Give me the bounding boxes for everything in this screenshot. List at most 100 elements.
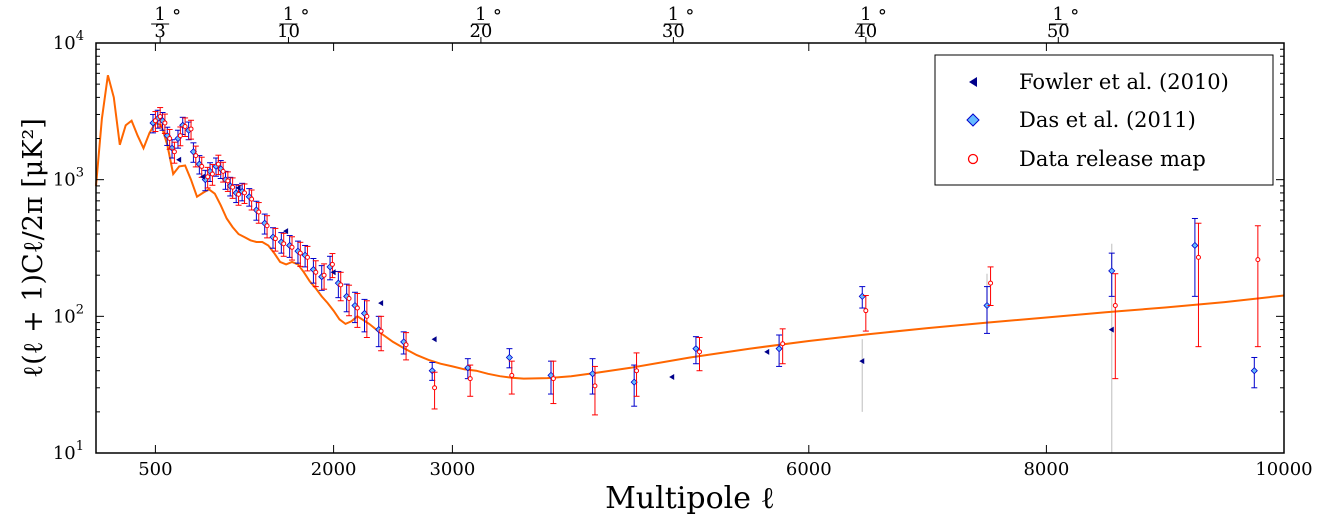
y-tick-base: 10 — [53, 443, 76, 464]
release-point — [182, 123, 188, 129]
legend-box — [934, 54, 1274, 186]
release-point — [281, 241, 287, 247]
fowler-point — [764, 348, 770, 355]
release-point — [634, 368, 640, 374]
y-tick-label: 102 — [53, 302, 84, 327]
release-point — [338, 282, 344, 288]
legend-diamond-marker — [966, 113, 980, 127]
x-tick-label: 8000 — [1023, 459, 1069, 480]
release-point — [346, 296, 352, 302]
y-tick-label: 101 — [53, 439, 84, 464]
legend-triangle-marker — [969, 77, 977, 87]
release-point — [321, 272, 327, 278]
y-axis-title: ℓ(ℓ + 1)Cℓ/2π [μK²] — [18, 118, 49, 378]
release-point — [329, 261, 335, 267]
x-tick-label: 3000 — [429, 459, 475, 480]
legend-label-fowler: Fowler et al. (2010) — [1019, 70, 1229, 94]
release-point — [205, 174, 211, 180]
top-tick-denominator: 3 — [154, 21, 165, 42]
fowler-point — [330, 269, 336, 276]
release-point — [177, 133, 183, 139]
release-point — [304, 254, 310, 260]
top-tick-denominator: 40 — [854, 21, 877, 42]
das-point — [1250, 367, 1258, 375]
plot-frame — [95, 42, 1285, 454]
top-tick-unit: ° — [493, 6, 502, 27]
top-tick-numerator: 1 — [668, 4, 679, 25]
release-point — [550, 376, 556, 382]
release-point — [199, 163, 205, 169]
top-tick-numerator: 1 — [1053, 4, 1064, 25]
legend-label-das: Das et al. (2011) — [1019, 108, 1196, 132]
release-point — [152, 118, 158, 124]
fowler-point — [431, 336, 437, 343]
fowler-point — [669, 373, 675, 380]
y-tick-base: 10 — [53, 306, 76, 327]
y-tick-exponent: 4 — [76, 29, 84, 44]
release-point — [863, 308, 869, 314]
das-point — [983, 301, 991, 310]
top-tick-denominator: 20 — [469, 21, 492, 42]
top-tick-denominator: 50 — [1047, 21, 1070, 42]
release-point — [225, 178, 231, 184]
top-tick-unit: ° — [878, 6, 887, 27]
release-point — [272, 236, 278, 242]
release-point — [215, 161, 221, 167]
legend-circle-marker — [967, 153, 979, 165]
release-point — [1112, 303, 1118, 309]
x-tick-label: 10000 — [1255, 459, 1312, 480]
top-tick-numerator: 1 — [283, 4, 294, 25]
top-tick-numerator: 1 — [154, 4, 165, 25]
release-point — [509, 372, 515, 378]
das-point — [505, 353, 513, 362]
fowler-point — [378, 300, 384, 307]
release-point — [297, 250, 303, 256]
release-point — [230, 184, 236, 190]
release-point — [188, 126, 194, 132]
release-point — [467, 376, 473, 382]
legend-label-release: Data release map — [1019, 147, 1206, 171]
das-point — [692, 345, 700, 353]
fowler-point — [235, 184, 241, 191]
y-tick-exponent: 2 — [76, 302, 84, 317]
legend: Fowler et al. (2010) Das et al. (2011) D… — [934, 54, 1274, 186]
top-tick-unit: ° — [172, 6, 181, 27]
release-point — [193, 153, 199, 159]
top-axis-ticks: 13° 110° 120° 130° 140° 150° — [151, 4, 1079, 43]
fowler-point — [859, 358, 865, 365]
top-tick-numerator: 1 — [860, 4, 871, 25]
release-point — [264, 223, 270, 229]
release-point — [403, 342, 409, 348]
release-point — [354, 305, 360, 311]
release-series — [152, 107, 1261, 416]
x-axis-title: Multipole ℓ — [605, 481, 775, 516]
release-point — [167, 136, 173, 142]
release-point — [162, 120, 168, 126]
x-axis-ticks: 500 2000 3000 6000 8000 10000 — [138, 43, 1313, 480]
top-tick-unit: ° — [1070, 6, 1079, 27]
release-point — [289, 244, 295, 250]
release-point — [171, 149, 177, 155]
y-tick-exponent: 1 — [76, 439, 84, 454]
fowler-point — [283, 228, 289, 235]
top-tick-denominator: 30 — [662, 21, 685, 42]
y-tick-label: 103 — [53, 166, 84, 191]
fowler-point — [176, 156, 182, 163]
y-tick-exponent: 3 — [76, 166, 84, 181]
x-tick-label: 2000 — [311, 459, 357, 480]
release-point — [988, 280, 994, 286]
top-tick-numerator: 1 — [475, 4, 486, 25]
release-point — [780, 341, 786, 347]
release-point — [220, 168, 226, 174]
top-tick-denominator: 10 — [277, 21, 300, 42]
x-tick-label: 500 — [138, 459, 172, 480]
top-tick-unit: ° — [300, 6, 309, 27]
release-point — [236, 191, 242, 197]
y-tick-base: 10 — [53, 170, 76, 191]
release-point — [249, 196, 255, 202]
release-point — [209, 171, 215, 177]
y-tick-base: 10 — [53, 33, 76, 54]
release-point — [378, 328, 384, 334]
